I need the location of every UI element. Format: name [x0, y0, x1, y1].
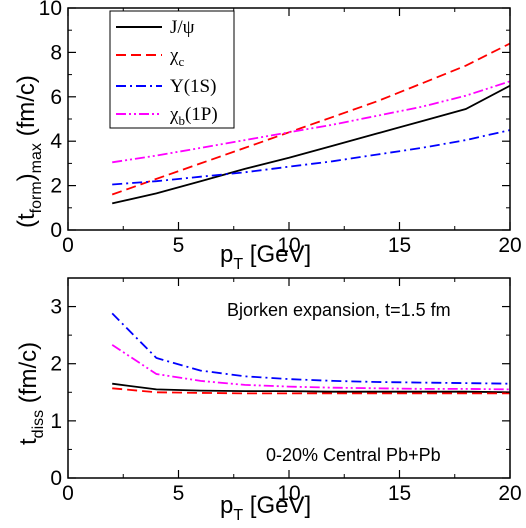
top-ylabel-unit: (fm/c): [13, 75, 40, 143]
bottom-ylabel-base: t: [15, 438, 42, 445]
bottom-xlabel-sub: T: [233, 507, 243, 524]
top-x-tick-label: 5: [173, 234, 185, 257]
legend-label-chib-post: (1P): [185, 104, 218, 125]
top-series-group: [111, 42, 511, 205]
top-series-chic: [111, 42, 511, 196]
bottom-x-tick-label: 20: [498, 482, 521, 505]
top-x-tick-label: 0: [62, 234, 74, 257]
bottom-series-group: [111, 312, 511, 395]
top-y-tick-label: 6: [50, 86, 62, 109]
annotation-bjorken: Bjorken expansion, t=1.5 fm: [227, 300, 451, 320]
bottom-ylabel-unit: (fm/c): [15, 342, 42, 410]
bottom-x-tick-label: 10: [277, 482, 300, 505]
top-ylabel-mid: ): [13, 173, 40, 181]
top-ticks: 0 5 10 15 20 0 2 4 6 8 10: [39, 0, 522, 257]
legend-label-chic-sub: c: [178, 54, 184, 69]
top-xlabel-sub: T: [233, 256, 243, 273]
top-xlabel-base: p: [220, 241, 233, 268]
bottom-y-axis-label: tdiss (fm/c): [15, 342, 47, 445]
top-y-tick-label: 0: [50, 219, 62, 242]
legend-label-chib-sub: b: [178, 113, 185, 128]
bottom-y-tick-label: 3: [50, 296, 62, 319]
bottom-panel: 0 5 10 15 20 0 1 2 3 Bjorken expansion, t=1.5 fm…: [15, 277, 522, 524]
top-series-upsilon: [112, 129, 511, 186]
top-y-tick-label: 8: [50, 41, 62, 64]
bottom-y-tick-label: 0: [50, 467, 62, 490]
bottom-series-upsilon: [111, 312, 511, 385]
top-y-tick-label: 10: [39, 0, 62, 20]
top-x-tick-label: 10: [277, 234, 300, 257]
bottom-ylabel-sub: diss: [30, 410, 47, 438]
top-ylabel-sub1: form: [28, 181, 45, 213]
bottom-y-tick-label: 2: [50, 353, 62, 376]
bottom-xlabel-base: p: [220, 492, 233, 519]
legend: J/ψ χc Υ(1S) χb(1P): [109, 10, 235, 129]
bottom-x-tick-label: 0: [62, 482, 74, 505]
top-x-axis-label: pT [GeV]: [220, 241, 311, 273]
bottom-xlabel-unit: [GeV]: [243, 492, 311, 519]
legend-label-chib-base: χ: [169, 104, 179, 125]
top-x-tick-label: 20: [498, 234, 521, 257]
top-x-tick-label: 15: [388, 234, 411, 257]
legend-label-upsilon: Υ(1S): [170, 76, 216, 97]
bottom-ticks: 0 5 10 15 20 0 1 2 3: [50, 278, 522, 505]
top-ylabel-sub2: max: [28, 143, 45, 173]
bottom-series-chic: [112, 387, 510, 395]
top-series-jpsi: [112, 84, 511, 205]
legend-label-chic-base: χ: [169, 45, 179, 66]
top-y-axis-label: (tform)max (fm/c): [13, 75, 45, 228]
bottom-y-tick-label: 1: [50, 410, 62, 433]
annotation-centrality: 0-20% Central Pb+Pb: [266, 445, 441, 465]
bottom-x-axis-label: pT [GeV]: [220, 492, 311, 524]
top-ylabel-base: (t: [13, 213, 40, 228]
legend-frame: [109, 10, 235, 129]
bottom-x-tick-label: 5: [173, 482, 185, 505]
top-y-tick-label: 2: [50, 175, 62, 198]
top-y-tick-label: 4: [50, 130, 62, 153]
legend-label-chib: χb(1P): [169, 104, 218, 128]
bottom-series-chib: [111, 344, 511, 391]
legend-label-jpsi: J/ψ: [170, 17, 195, 38]
top-xlabel-unit: [GeV]: [243, 241, 311, 268]
legend-label-chic: χc: [169, 45, 184, 69]
bottom-x-tick-label: 15: [388, 482, 411, 505]
bottom-series-jpsi: [112, 382, 511, 394]
